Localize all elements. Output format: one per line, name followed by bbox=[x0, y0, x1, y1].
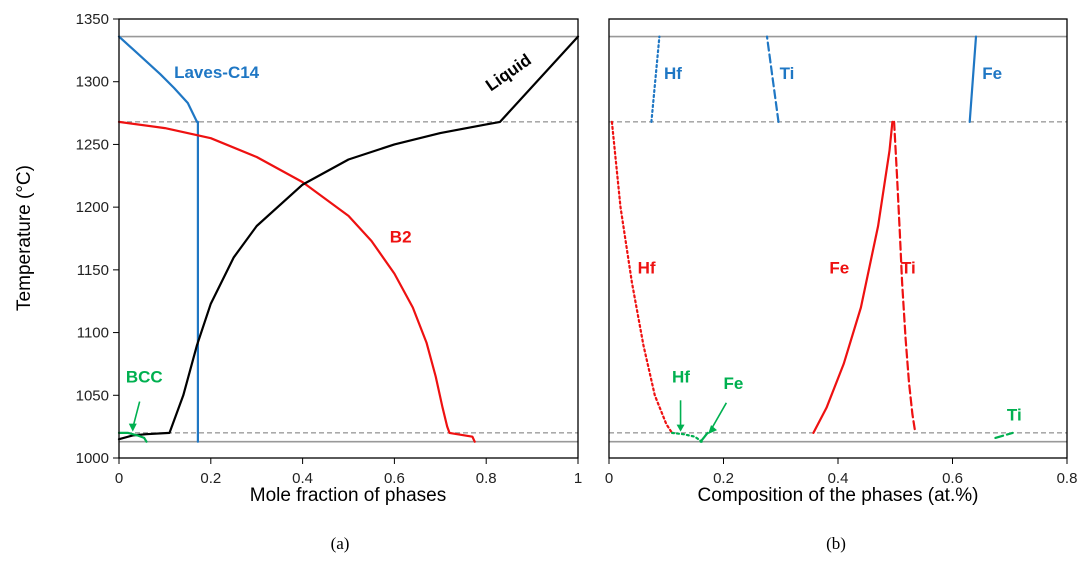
panel-a-x-tick-label: 0 bbox=[115, 470, 123, 487]
panel-a-frame bbox=[118, 18, 579, 459]
panel-b-series-ti-green bbox=[994, 431, 1014, 439]
panel-a-x-tick-label: 1 bbox=[574, 470, 582, 487]
panel-a-x-axis-title: Mole fraction of phases bbox=[250, 485, 446, 506]
panel-a-x-tick-label: 0.6 bbox=[384, 470, 405, 487]
panel-b-fe-arrow bbox=[708, 402, 728, 435]
panel-a-label-laves-c14-blue: Laves-C14 bbox=[174, 63, 260, 82]
panel-b-frame bbox=[608, 18, 1068, 459]
panel-b-label-fe-green: Fe bbox=[724, 374, 744, 393]
panel-b-plot-area: Hf Ti Fe Hf Fe Ti Hf Fe Ti bbox=[609, 35, 1067, 443]
panel-a-y-tick-label: 1100 bbox=[77, 325, 109, 342]
panel-a-series-laves-c14-blue bbox=[117, 35, 199, 443]
panel-b-label-hf-green: Hf bbox=[672, 368, 690, 387]
panel-b-label-hf-red: Hf bbox=[638, 259, 656, 278]
panel-a-series-liquid-black bbox=[117, 35, 580, 441]
panel-a-bcc-arrow bbox=[128, 401, 141, 432]
panel-b-x-tick-label: 0 bbox=[605, 470, 613, 487]
panel-a: Laves-C14 B2 Liquid BCC Mole fraction of ph… bbox=[76, 11, 583, 553]
panel-a-y-tick-label: 1350 bbox=[76, 11, 109, 28]
panel-b-label: (b) bbox=[826, 534, 846, 553]
panel-b-series-fe-green bbox=[699, 431, 709, 443]
panel-b-label-ti-blue: Ti bbox=[780, 64, 795, 83]
panel-b: Hf Ti Fe Hf Fe Ti Hf Fe Ti Composition of the ph… bbox=[605, 18, 1078, 553]
panel-a-label: (a) bbox=[331, 534, 350, 553]
panel-b-label-fe-red: Fe bbox=[829, 259, 849, 278]
panel-a-plot-area: Laves-C14 B2 Liquid BCC bbox=[117, 35, 580, 443]
panel-b-label-hf-blue: Hf bbox=[664, 64, 682, 83]
panel-a-y-tick-label: 1150 bbox=[77, 262, 109, 279]
panel-b-series-ti-red bbox=[892, 120, 917, 434]
panel-b-x-tick-label: 0.8 bbox=[1057, 470, 1078, 487]
panel-b-series-hf-red bbox=[610, 120, 674, 434]
panel-b-x-tick-label: 0.4 bbox=[828, 470, 849, 487]
panel-b-label-ti-green: Ti bbox=[1007, 405, 1022, 424]
panel-b-hf-arrow bbox=[676, 400, 685, 432]
panel-a-x-tick-label: 0.4 bbox=[292, 470, 313, 487]
panel-b-series-fe-red bbox=[812, 120, 894, 434]
panel-a-series-b2-red bbox=[117, 120, 476, 443]
y-axis-title: Temperature (°C) bbox=[14, 165, 35, 311]
panel-b-x-axis-title: Composition of the phases (at.%) bbox=[698, 485, 979, 506]
panel-a-series-bcc-green bbox=[117, 431, 148, 443]
panel-b-series-hf-green bbox=[670, 431, 703, 443]
panel-a-x-tick-label: 0.2 bbox=[200, 470, 221, 487]
panel-b-x-tick-label: 0.6 bbox=[942, 470, 963, 487]
panel-b-label-fe-blue: Fe bbox=[982, 64, 1002, 83]
panel-b-series-ti-blue bbox=[765, 35, 780, 124]
panel-b-series-fe-blue bbox=[968, 35, 978, 124]
panel-a-y-tick-label: 1050 bbox=[76, 387, 109, 404]
panel-a-y-tick-label: 1200 bbox=[76, 199, 109, 216]
panel-b-series-hf-blue bbox=[650, 35, 661, 124]
panel-a-x-tick-label: 0.8 bbox=[476, 470, 497, 487]
panel-a-label-bcc-green: BCC bbox=[126, 368, 163, 387]
panel-a-label-b2-red: B2 bbox=[390, 227, 412, 246]
panel-a-label-liquid-black: Liquid bbox=[482, 50, 535, 95]
panel-b-label-ti-red: Ti bbox=[901, 259, 916, 278]
panel-a-y-tick-label: 1000 bbox=[76, 450, 109, 467]
panel-b-x-tick-label: 0.2 bbox=[713, 470, 734, 487]
panel-a-y-tick-label: 1300 bbox=[76, 74, 109, 91]
panel-a-y-tick-label: 1250 bbox=[76, 136, 109, 153]
